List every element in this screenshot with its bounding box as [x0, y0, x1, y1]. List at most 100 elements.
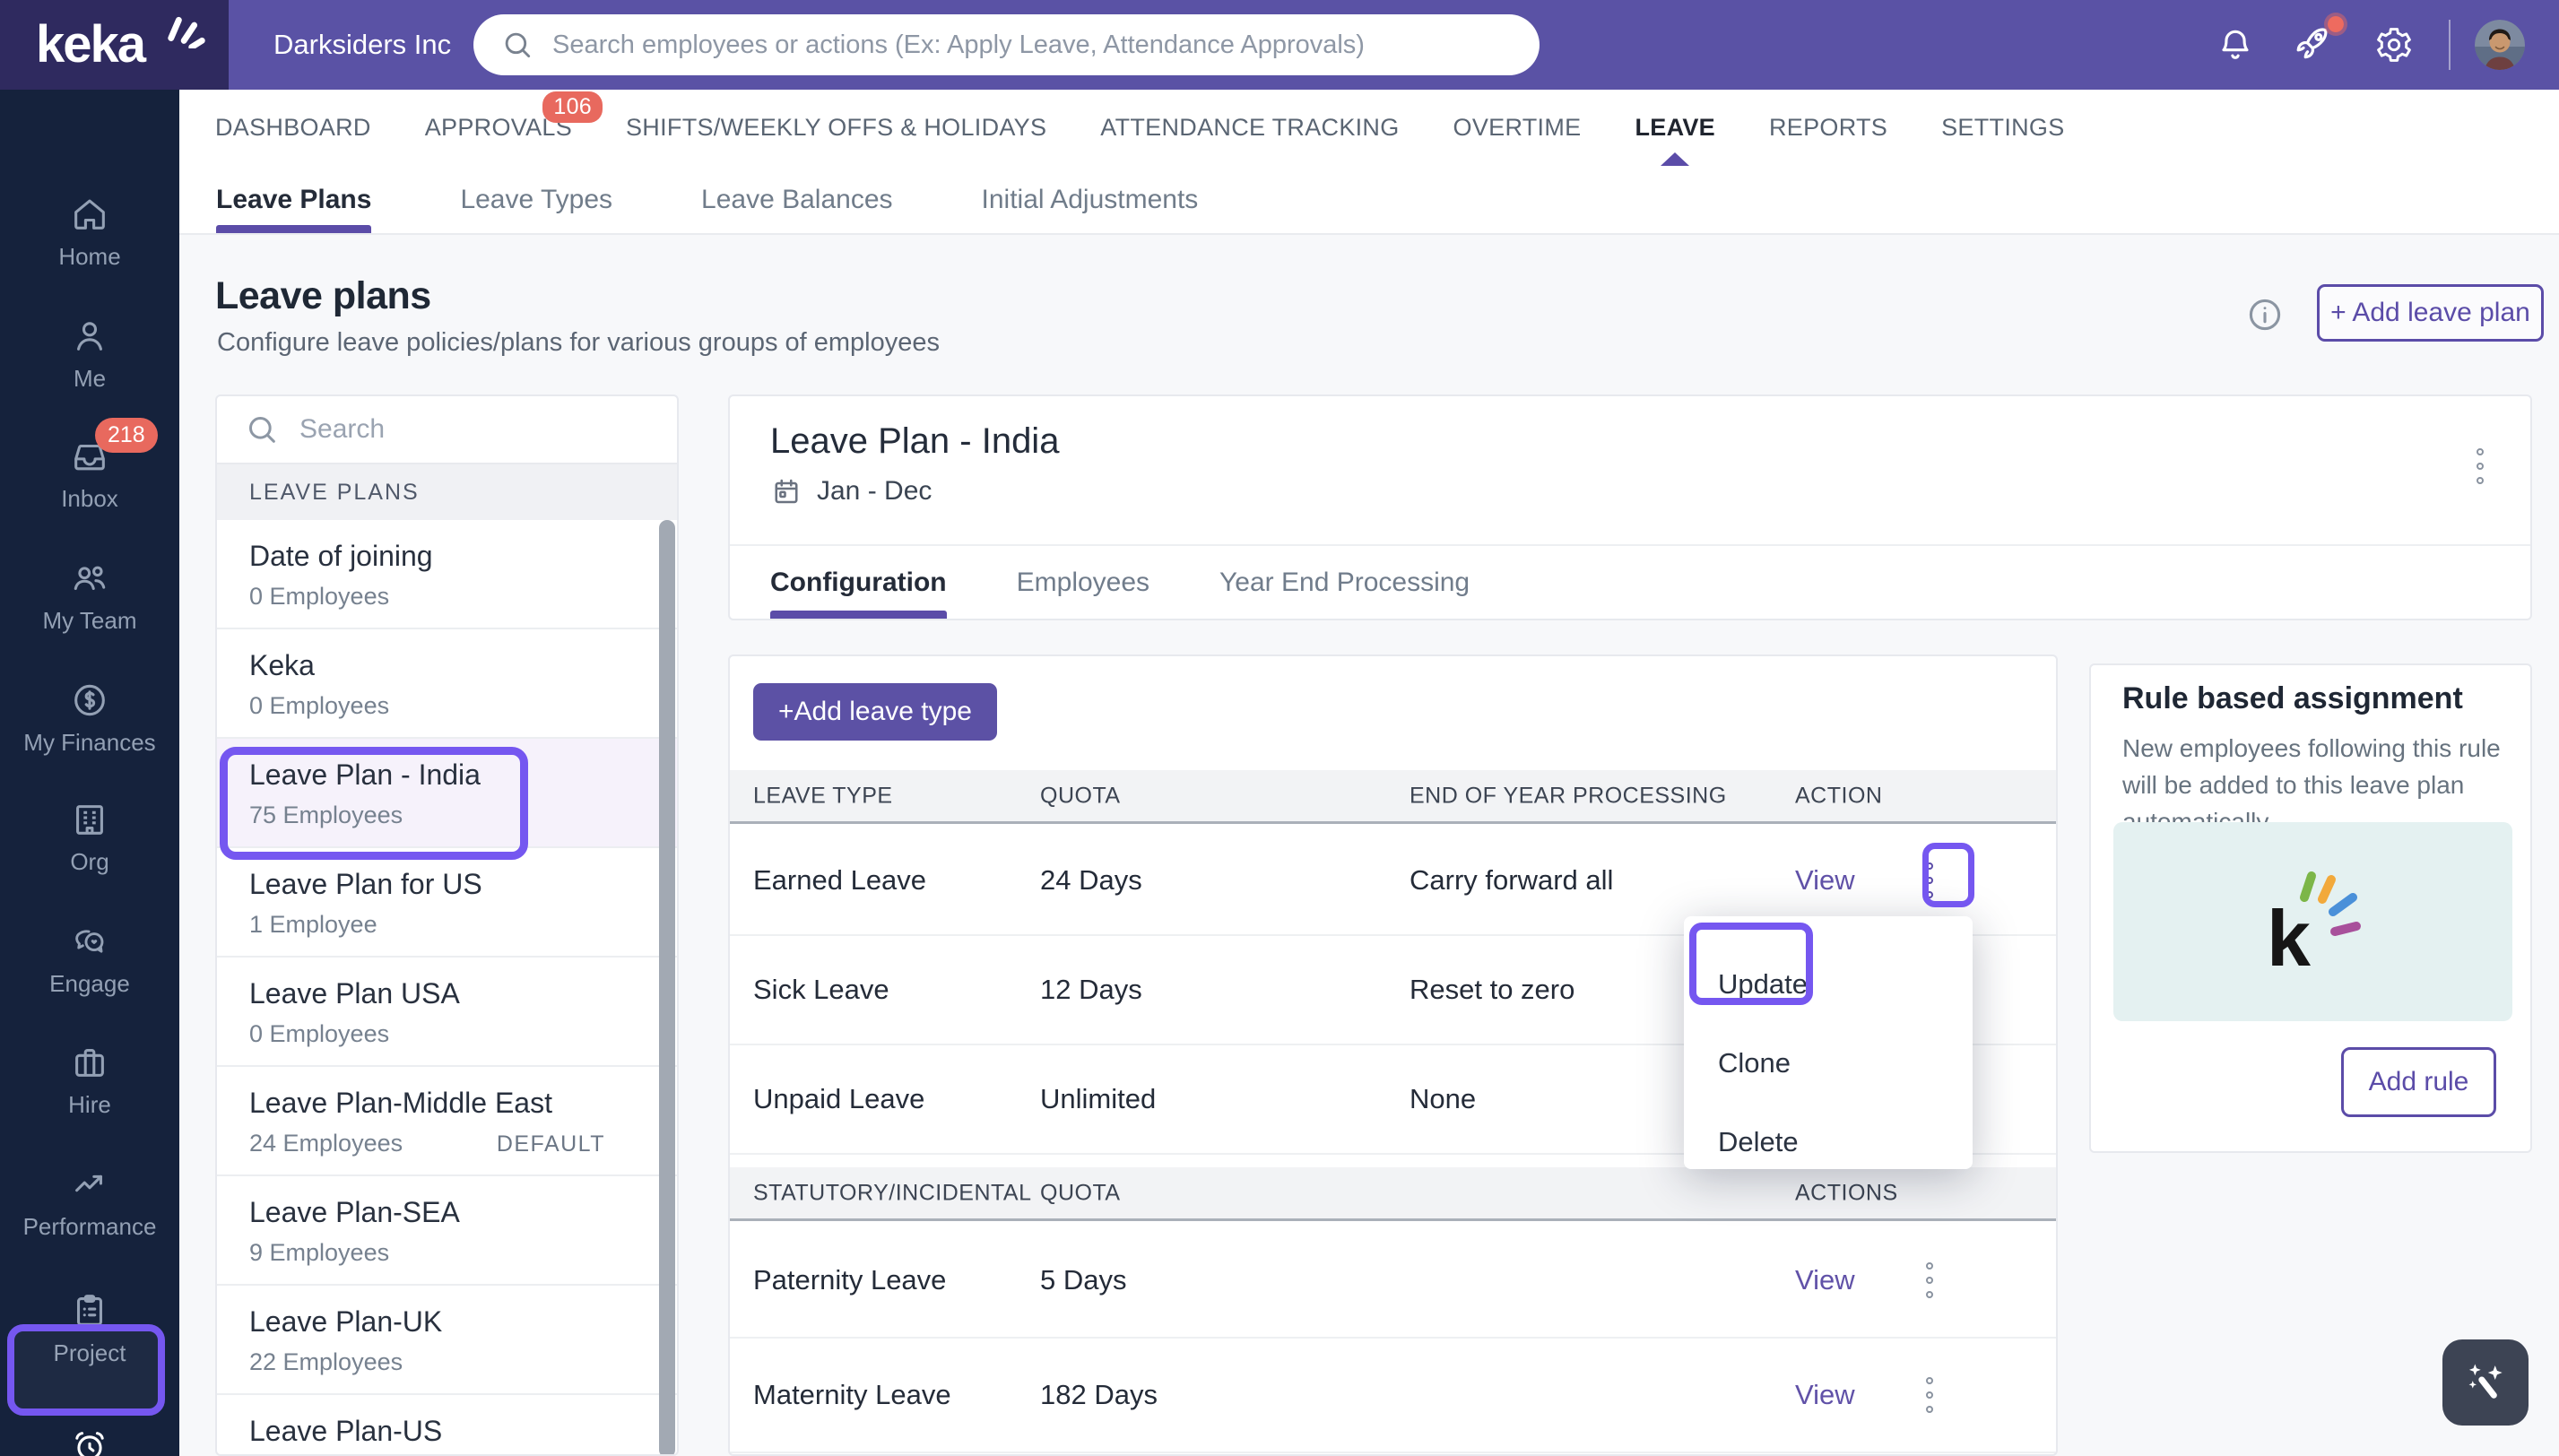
plans-list-scrollbar[interactable] [659, 520, 675, 1456]
inbox-badge: 218 [95, 418, 158, 453]
page-title: Leave plans [215, 274, 431, 318]
global-search[interactable] [473, 14, 1540, 75]
leave-subnav: Leave Plans Leave Types Leave Balances I… [179, 166, 2559, 235]
sidebar-item-inbox[interactable]: 218 Inbox [0, 436, 179, 513]
sidebar-item-org[interactable]: Org [0, 799, 179, 876]
plan-item-leave-plan-sea[interactable]: Leave Plan-SEA 9 Employees [217, 1176, 677, 1286]
nav-settings[interactable]: SETTINGS [1941, 90, 2064, 166]
assistant-wand-button[interactable] [2442, 1339, 2529, 1426]
sidebar-item-my-finances[interactable]: My Finances [0, 680, 179, 757]
search-icon [500, 28, 534, 62]
finances-icon [69, 680, 110, 721]
company-name: Darksiders Inc [273, 0, 451, 90]
keka-logo-sparks-icon [160, 7, 213, 48]
home-icon [69, 194, 110, 235]
plan-item-leave-plan-uk[interactable]: Leave Plan-UK 22 Employees [217, 1286, 677, 1395]
settings-gear-icon[interactable] [2374, 25, 2414, 65]
row-kebab-menu[interactable] [1926, 1377, 1933, 1413]
plan-detail-header: Leave Plan - India Jan - Dec Configurati… [728, 394, 2532, 620]
row-kebab-menu[interactable] [1926, 1262, 1933, 1298]
plan-item-keka[interactable]: Keka 0 Employees [217, 629, 677, 739]
nav-reports[interactable]: REPORTS [1769, 90, 1887, 166]
tab-leave-balances[interactable]: Leave Balances [701, 166, 893, 233]
row-context-menu: Update Clone Delete [1684, 916, 1973, 1169]
sidebar: Home Me 218 Inbox My Team My Finances Or… [0, 90, 179, 1456]
plan-detail-tabs: Configuration Employees Year End Process… [730, 544, 2530, 619]
view-link[interactable]: View [1795, 1379, 1855, 1411]
tab-employees[interactable]: Employees [1017, 546, 1149, 619]
keka-k-logo-icon: k [2242, 854, 2385, 989]
active-subtab-underline [216, 225, 371, 233]
info-icon[interactable] [2245, 295, 2285, 334]
add-rule-button[interactable]: Add rule [2341, 1047, 2496, 1117]
sidebar-item-performance[interactable]: Performance [0, 1164, 179, 1241]
menu-item-delete[interactable]: Delete [1718, 1126, 1799, 1158]
top-bar: keka Darksiders Inc [0, 0, 2559, 90]
tab-leave-types[interactable]: Leave Types [460, 166, 612, 233]
tab-leave-plans[interactable]: Leave Plans [216, 166, 371, 233]
plan-item-leave-plan-india[interactable]: Leave Plan - India 75 Employees [217, 739, 677, 848]
plan-item-leave-plan-middle-east[interactable]: Leave Plan-Middle East 24 Employees DEFA… [217, 1067, 677, 1176]
nav-attendance-tracking[interactable]: ATTENDANCE TRACKING [1100, 90, 1399, 166]
row-kebab-menu[interactable] [1926, 862, 1933, 898]
main-nav: DASHBOARD APPROVALS 106 SHIFTS/WEEKLY OF… [179, 90, 2559, 166]
page-subtitle: Configure leave policies/plans for vario… [217, 328, 940, 358]
active-tab-caret [1661, 152, 1689, 166]
plan-period: Jan - Dec [770, 475, 932, 507]
keka-logo[interactable]: keka [0, 0, 229, 90]
leave-plans-panel: LEAVE PLANS Date of joining 0 Employees … [215, 394, 679, 1456]
tab-configuration[interactable]: Configuration [770, 546, 947, 619]
menu-item-update[interactable]: Update [1718, 968, 1808, 1001]
tab-year-end-processing[interactable]: Year End Processing [1219, 546, 1470, 619]
nav-shifts[interactable]: SHIFTS/WEEKLY OFFS & HOLIDAYS [626, 90, 1046, 166]
view-link[interactable]: View [1795, 864, 1855, 897]
hire-briefcase-icon [69, 1042, 110, 1083]
rule-based-assignment-panel: Rule based assignment New employees foll… [2089, 663, 2532, 1153]
topbar-divider [2449, 20, 2451, 70]
plan-item-leave-plan-for-us[interactable]: Leave Plan for US 1 Employee [217, 848, 677, 958]
tab-initial-adjustments[interactable]: Initial Adjustments [982, 166, 1199, 233]
nav-leave[interactable]: LEAVE [1635, 90, 1715, 166]
plan-item-leave-plan-usa[interactable]: Leave Plan USA 0 Employees [217, 958, 677, 1067]
performance-trend-icon [69, 1164, 110, 1205]
approvals-badge: 106 [542, 91, 603, 123]
keka-logo-text: keka [36, 14, 144, 74]
statutory-table-header: STATUTORY/INCIDENTAL QUOTA ACTIONS [730, 1167, 2056, 1221]
default-tag: DEFAULT [497, 1131, 605, 1157]
calendar-icon [770, 475, 802, 507]
add-leave-plan-button[interactable]: + Add leave plan [2317, 284, 2544, 342]
plan-kebab-menu[interactable] [2477, 448, 2484, 484]
sidebar-item-project[interactable]: Project [0, 1290, 179, 1367]
table-row-maternity-leave: Maternity Leave 182 Days View [730, 1339, 2056, 1453]
nav-dashboard[interactable]: DASHBOARD [215, 90, 371, 166]
keka-placeholder-image: k [2113, 822, 2512, 1021]
plans-search-input[interactable] [299, 414, 640, 445]
sidebar-item-time-attend[interactable]: Time Attend [0, 1426, 179, 1456]
plan-detail-title: Leave Plan - India [770, 421, 1059, 462]
sidebar-item-me[interactable]: Me [0, 316, 179, 393]
menu-item-clone[interactable]: Clone [1718, 1047, 1791, 1079]
add-leave-type-button[interactable]: +Add leave type [753, 683, 997, 741]
org-building-icon [69, 799, 110, 840]
sidebar-item-home[interactable]: Home [0, 194, 179, 271]
sidebar-item-engage[interactable]: Engage [0, 921, 179, 998]
rocket-notification-dot [2324, 13, 2347, 36]
plan-item-date-of-joining[interactable]: Date of joining 0 Employees [217, 520, 677, 629]
project-clipboard-icon [69, 1290, 110, 1331]
view-link[interactable]: View [1795, 1264, 1855, 1296]
team-icon [69, 558, 110, 599]
plan-item-leave-plan-us[interactable]: Leave Plan-US [217, 1395, 677, 1456]
plans-search[interactable] [217, 396, 677, 464]
plans-list-header: LEAVE PLANS [217, 464, 677, 520]
active-tab-underline [770, 611, 947, 619]
sidebar-item-hire[interactable]: Hire [0, 1042, 179, 1119]
global-search-input[interactable] [552, 30, 1494, 60]
nav-approvals[interactable]: APPROVALS 106 [425, 90, 572, 166]
notifications-bell-icon[interactable] [2216, 25, 2255, 65]
sidebar-item-my-team[interactable]: My Team [0, 558, 179, 635]
search-icon [244, 412, 280, 447]
nav-overtime[interactable]: OVERTIME [1453, 90, 1582, 166]
magic-wand-icon [2460, 1357, 2511, 1408]
leave-table-header: LEAVE TYPE QUOTA END OF YEAR PROCESSING … [730, 770, 2056, 824]
user-avatar[interactable] [2475, 20, 2525, 70]
